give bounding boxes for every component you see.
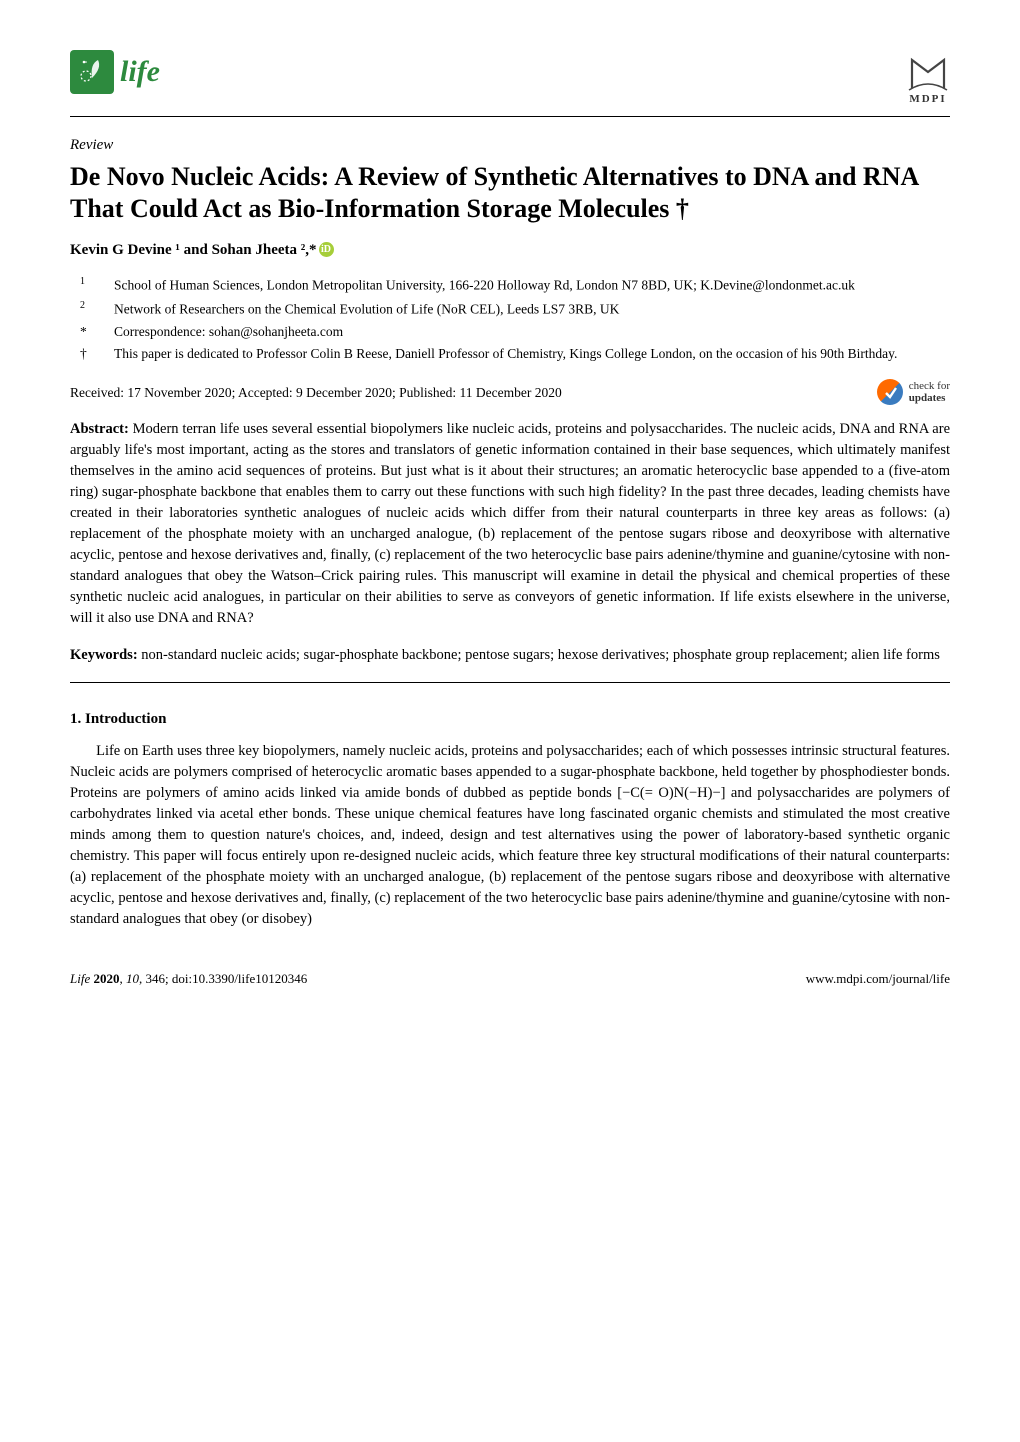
- journal-name: life: [120, 50, 160, 94]
- authors-line: Kevin G Devine ¹ and Sohan Jheeta ²,*iD: [70, 240, 950, 262]
- check-updates-text: check for updates: [909, 380, 950, 404]
- affiliation-item: 2Network of Researchers on the Chemical …: [98, 299, 950, 319]
- affiliation-marker: *: [98, 323, 114, 341]
- page-header: life MDPI: [70, 50, 950, 108]
- dates-row: Received: 17 November 2020; Accepted: 9 …: [70, 379, 950, 405]
- keywords-text: non-standard nucleic acids; sugar-phosph…: [141, 647, 940, 663]
- publication-dates: Received: 17 November 2020; Accepted: 9 …: [70, 383, 562, 403]
- article-title: De Novo Nucleic Acids: A Review of Synth…: [70, 161, 950, 226]
- affiliation-item: *Correspondence: sohan@sohanjheeta.com: [98, 323, 950, 341]
- affiliation-marker: 1: [98, 275, 114, 289]
- affiliation-text: School of Human Sciences, London Metropo…: [114, 278, 855, 293]
- authors-text: Kevin G Devine ¹ and Sohan Jheeta ²,*: [70, 242, 317, 258]
- publisher-name: MDPI: [909, 92, 946, 108]
- abstract-text: Modern terran life uses several essentia…: [70, 421, 950, 626]
- abstract-label: Abstract:: [70, 421, 129, 437]
- keywords-label: Keywords:: [70, 647, 138, 663]
- orcid-icon[interactable]: iD: [319, 242, 334, 257]
- journal-logo: life: [70, 50, 160, 94]
- check-updates-icon: [877, 379, 903, 405]
- affiliation-text: This paper is dedicated to Professor Col…: [114, 346, 897, 361]
- body-paragraph: Life on Earth uses three key biopolymers…: [70, 741, 950, 930]
- affiliation-item: 1School of Human Sciences, London Metrop…: [98, 275, 950, 295]
- affiliation-item: †This paper is dedicated to Professor Co…: [98, 345, 950, 363]
- affiliation-marker: †: [98, 345, 114, 363]
- section-rule: [70, 682, 950, 683]
- updates-line1: check for: [909, 380, 950, 392]
- check-updates-badge[interactable]: check for updates: [877, 379, 950, 405]
- section-heading: 1. Introduction: [70, 709, 950, 731]
- footer-url[interactable]: www.mdpi.com/journal/life: [806, 970, 950, 989]
- affiliations-list: 1School of Human Sciences, London Metrop…: [70, 275, 950, 363]
- article-type: Review: [70, 135, 950, 157]
- page-footer: Life 2020, 10, 346; doi:10.3390/life1012…: [70, 970, 950, 989]
- publisher-logo: MDPI: [906, 50, 950, 108]
- affiliation-text: Network of Researchers on the Chemical E…: [114, 302, 619, 317]
- updates-line2: updates: [909, 392, 946, 404]
- abstract: Abstract: Modern terran life uses severa…: [70, 419, 950, 629]
- affiliation-marker: 2: [98, 299, 114, 313]
- keywords: Keywords: non-standard nucleic acids; su…: [70, 645, 950, 666]
- mdpi-icon: [906, 50, 950, 94]
- header-rule: [70, 116, 950, 117]
- affiliation-text: Correspondence: sohan@sohanjheeta.com: [114, 324, 343, 339]
- life-leaf-icon: [70, 50, 114, 94]
- footer-citation: Life 2020, 10, 346; doi:10.3390/life1012…: [70, 970, 307, 989]
